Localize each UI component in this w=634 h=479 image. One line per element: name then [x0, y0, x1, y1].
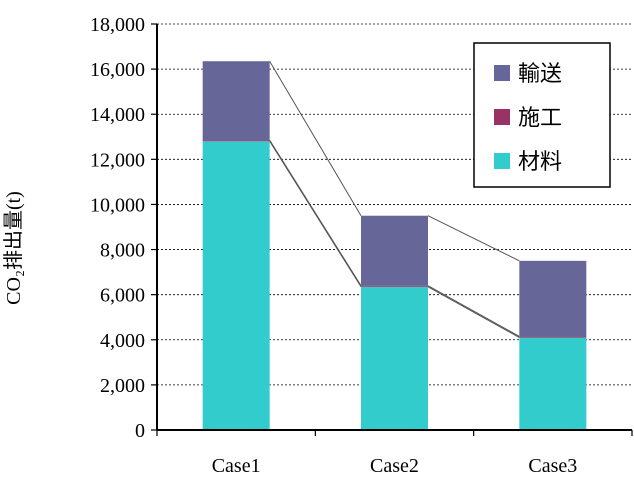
series-line — [269, 139, 362, 286]
legend-swatch — [494, 109, 510, 125]
series-line — [269, 60, 362, 216]
axes — [151, 23, 633, 436]
series-line — [427, 285, 520, 337]
legend-swatch — [494, 153, 510, 169]
bar-segment — [519, 260, 587, 337]
y-tick-label: 2,000 — [100, 375, 145, 397]
y-tick-labels: 0 2,000 4,000 6,000 8,000 10,000 12,000 14,000 1… — [90, 14, 145, 442]
x-category-label: Case1 — [212, 455, 261, 477]
bar-segment — [519, 336, 587, 338]
x-category-labels: Case1 Case2 Case3 — [212, 455, 578, 477]
legend-swatch — [494, 65, 510, 81]
series-line — [427, 286, 520, 338]
bar-segment — [361, 286, 428, 430]
legend-label: 輸送 — [518, 61, 562, 86]
bar-segment — [202, 141, 270, 431]
series-connector-lines — [269, 60, 520, 338]
y-tick-label: 16,000 — [90, 59, 145, 81]
y-tick-label: 12,000 — [90, 149, 145, 171]
y-tick-label: 10,000 — [90, 194, 145, 216]
legend-label: 施工 — [518, 105, 562, 130]
y-tick-label: 4,000 — [100, 330, 145, 352]
legend-label: 材料 — [518, 149, 562, 174]
y-tick-label: 18,000 — [90, 14, 145, 36]
y-tick-label: 14,000 — [90, 104, 145, 126]
bars — [202, 61, 587, 431]
y-tick-label: 8,000 — [100, 240, 145, 262]
x-category-label: Case3 — [528, 455, 577, 477]
bar-segment — [519, 337, 587, 430]
y-tick-label: 0 — [135, 420, 145, 442]
bar-segment — [202, 61, 270, 141]
bar-segment — [361, 285, 428, 287]
y-axis-label: CO₂排出量(t) — [2, 191, 25, 305]
series-line — [427, 215, 520, 262]
bar-segment — [202, 140, 270, 142]
series-line — [269, 141, 362, 288]
x-category-label: Case2 — [370, 455, 419, 477]
bar-segment — [361, 215, 428, 286]
y-tick-label: 6,000 — [100, 285, 145, 307]
